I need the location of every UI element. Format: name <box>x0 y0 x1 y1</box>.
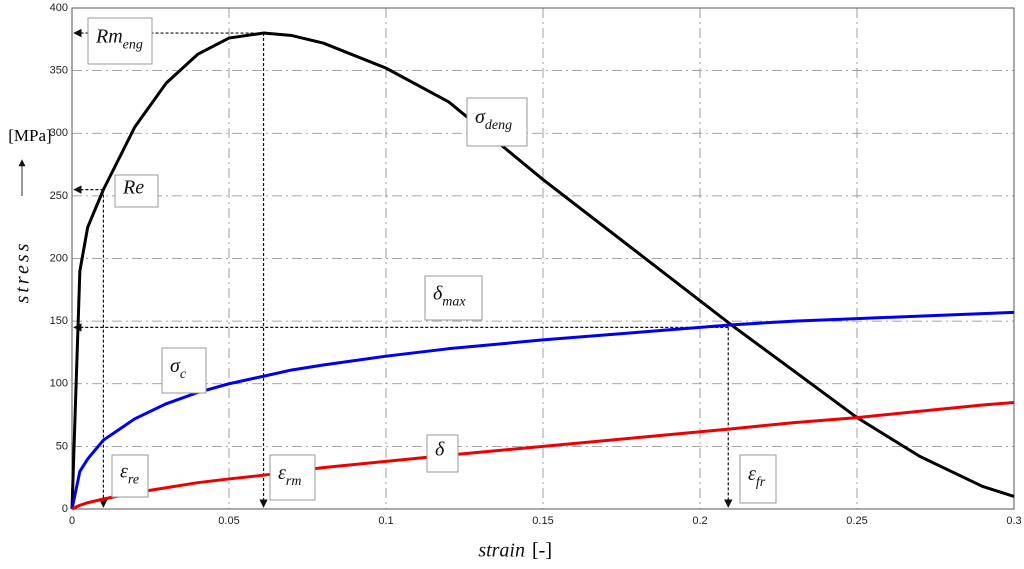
reference-y-label-text: δ <box>433 282 443 304</box>
series-label-box <box>466 97 528 147</box>
x-tick-label: 0.3 <box>1006 515 1021 527</box>
series-label: σc <box>170 354 187 382</box>
plot-frame <box>71 7 1015 510</box>
x-tick-label: 0.2 <box>692 515 707 527</box>
y-tick-label: 200 <box>50 252 68 264</box>
reference-x-label: εre <box>120 460 139 488</box>
reference-y-label-sub: eng <box>123 38 143 53</box>
reference-x-label-text: ε <box>748 463 756 485</box>
reference-y-label-text: Rm <box>95 25 123 47</box>
series-line <box>70 310 1015 510</box>
x-axis-title: strain <box>478 540 525 562</box>
reference-x-label-sub: rm <box>286 474 302 489</box>
series-label-text: σ <box>475 106 486 128</box>
reference-y-label-box <box>87 17 153 65</box>
series-label-sub: c <box>180 367 187 382</box>
y-axis-title: stress <box>12 241 34 304</box>
y-tick-label: 300 <box>50 127 68 139</box>
reference-y-label-box <box>424 275 483 321</box>
reference-x-label-sub: fr <box>756 475 766 490</box>
series-label-box <box>161 347 207 394</box>
reference-x-label: εfr <box>748 463 766 491</box>
reference-y-label: δmax <box>433 282 466 310</box>
reference-y-label: Rmeng <box>95 25 143 53</box>
series-label: δ <box>435 438 445 460</box>
x-axis-unit: [-] <box>532 540 552 562</box>
series-label-sub: deng <box>485 118 512 133</box>
reference-x-label-text: ε <box>278 461 286 483</box>
reference-x-label-box <box>111 454 149 498</box>
series-line <box>70 31 1015 510</box>
reference-y-label-text: Re <box>122 176 144 198</box>
reference-x-label-text: ε <box>120 460 128 482</box>
y-tick-label: 0 <box>62 503 68 515</box>
y-tick-label: 250 <box>50 190 68 202</box>
y-tick-label: 400 <box>50 2 68 14</box>
y-tick-label: 100 <box>50 378 68 390</box>
y-tick-label: 350 <box>50 65 68 77</box>
series-label-text: δ <box>435 438 445 460</box>
x-tick-label: 0.15 <box>532 515 553 527</box>
x-tick-label: 0.05 <box>218 515 239 527</box>
reference-y-label-box <box>114 174 159 208</box>
x-tick-label: 0 <box>69 515 75 527</box>
reference-x-label-box <box>269 454 316 501</box>
series-label-text: σ <box>170 354 181 376</box>
y-tick-label: 50 <box>56 440 68 452</box>
reference-x-label: εrm <box>278 461 301 489</box>
series-label-box <box>426 434 459 473</box>
x-tick-label: 0.1 <box>378 515 393 527</box>
reference-y-label-sub: max <box>442 295 466 310</box>
series-label: σdeng <box>475 106 512 134</box>
reference-y-label: Re <box>122 176 144 198</box>
reference-x-label-box <box>739 454 777 504</box>
x-tick-label: 0.25 <box>846 515 867 527</box>
y-tick-label: 150 <box>50 315 68 327</box>
reference-lines <box>73 28 733 508</box>
reference-x-label-sub: re <box>128 473 139 488</box>
y-axis-unit: [MPa] <box>8 126 51 145</box>
